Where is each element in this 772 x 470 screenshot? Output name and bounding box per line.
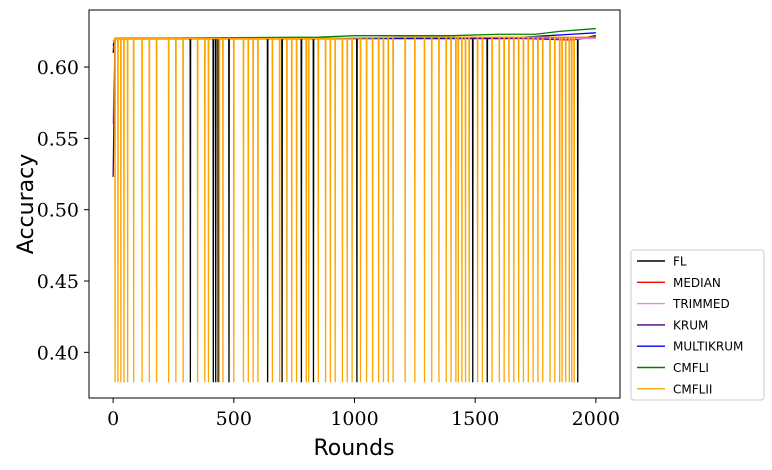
legend-label-median: MEDIAN (673, 276, 721, 290)
x-tick-label: 1000 (330, 408, 378, 430)
y-tick-label: 0.55 (37, 128, 79, 150)
x-tick-label: 500 (216, 408, 252, 430)
series-line-cmflii (112, 36, 596, 383)
series-line-cmfli (112, 27, 596, 42)
y-tick-label: 0.40 (37, 342, 79, 364)
y-tick-label: 0.50 (37, 200, 79, 222)
x-axis-label: Rounds (313, 436, 394, 461)
legend-label-fl: FL (673, 255, 687, 269)
y-tick-label: 0.45 (37, 271, 79, 293)
legend-label-cmflii: CMFLII (673, 382, 712, 396)
x-tick-label: 0 (107, 408, 119, 430)
y-axis-label: Accuracy (14, 154, 39, 254)
axis-ticks: 0 500 1000 1500 2000 0.40 0.45 0.50 0.55 0.60 (37, 57, 620, 430)
x-tick-label: 1500 (451, 408, 499, 430)
legend-label-multikrum: MULTIKRUM (673, 340, 743, 354)
series-lines (112, 27, 596, 383)
y-tick-label: 0.60 (37, 57, 79, 79)
legend-label-krum: KRUM (673, 318, 708, 332)
legend-label-cmfli: CMFLI (673, 361, 709, 375)
legend: FL MEDIAN TRIMMED KRUM MULTIKRUM CMFLI CMFLII (630, 249, 765, 401)
legend-label-trimmed: TRIMMED (672, 297, 730, 311)
x-tick-label: 2000 (572, 408, 620, 430)
legend-box (630, 249, 765, 401)
